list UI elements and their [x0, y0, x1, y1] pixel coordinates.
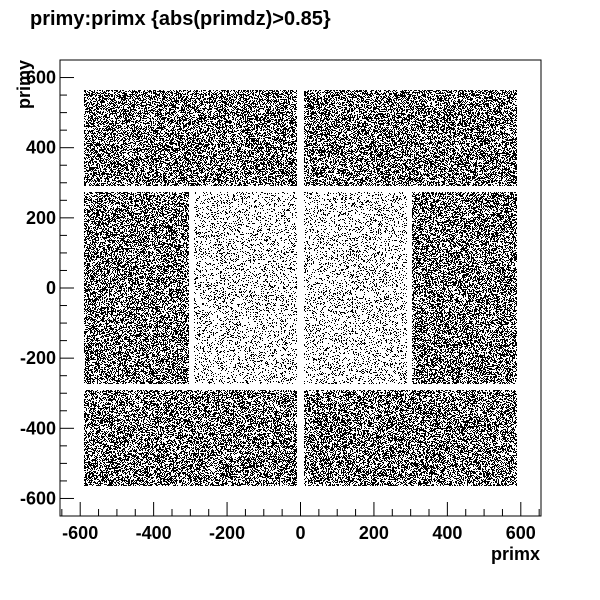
y-tick-label: -600: [20, 488, 56, 508]
data-points-top-right: [304, 90, 517, 186]
axes: -600 -400 -200 0 200 400 600 -600 -400 -200 0 200 40…: [20, 59, 542, 543]
x-tick-label: 400: [432, 523, 462, 543]
y-tick-label: 400: [26, 138, 56, 158]
x-tick-label: -200: [209, 523, 245, 543]
data-points-middle-left: [84, 192, 189, 384]
y-tick-label: -400: [20, 418, 56, 438]
point-region-top-right: [304, 90, 517, 186]
data-points-center-right: [304, 192, 407, 384]
point-region-bottom-left: [84, 390, 297, 486]
point-region-center-left: [194, 192, 297, 384]
data-points-center-left: [194, 192, 297, 384]
y-tick-label: -200: [20, 348, 56, 368]
x-axis-label: primx: [491, 544, 540, 564]
point-region-center-right: [304, 192, 407, 384]
x-tick-label: 0: [295, 523, 305, 543]
x-tick-label: 200: [359, 523, 389, 543]
data-points-bottom-right: [304, 390, 517, 486]
data-points-top-left: [84, 90, 297, 186]
y-tick-label: 600: [26, 68, 56, 88]
data-points-middle-right: [412, 192, 517, 384]
point-region-middle-left: [84, 192, 189, 384]
x-tick-label: -400: [136, 523, 172, 543]
point-region-bottom-right: [304, 390, 517, 486]
y-tick-label: 200: [26, 208, 56, 228]
x-tick-label: 600: [506, 523, 536, 543]
y-axis-label: primy: [14, 60, 34, 109]
x-tick-label: -600: [62, 523, 98, 543]
chart-title: primy:primx {abs(primdz)>0.85}: [30, 8, 331, 30]
point-region-top-left: [84, 90, 297, 186]
y-tick-label: 0: [46, 278, 56, 298]
data-points: [84, 90, 517, 486]
point-region-middle-right: [412, 192, 517, 384]
data-points-bottom-left: [84, 390, 297, 486]
